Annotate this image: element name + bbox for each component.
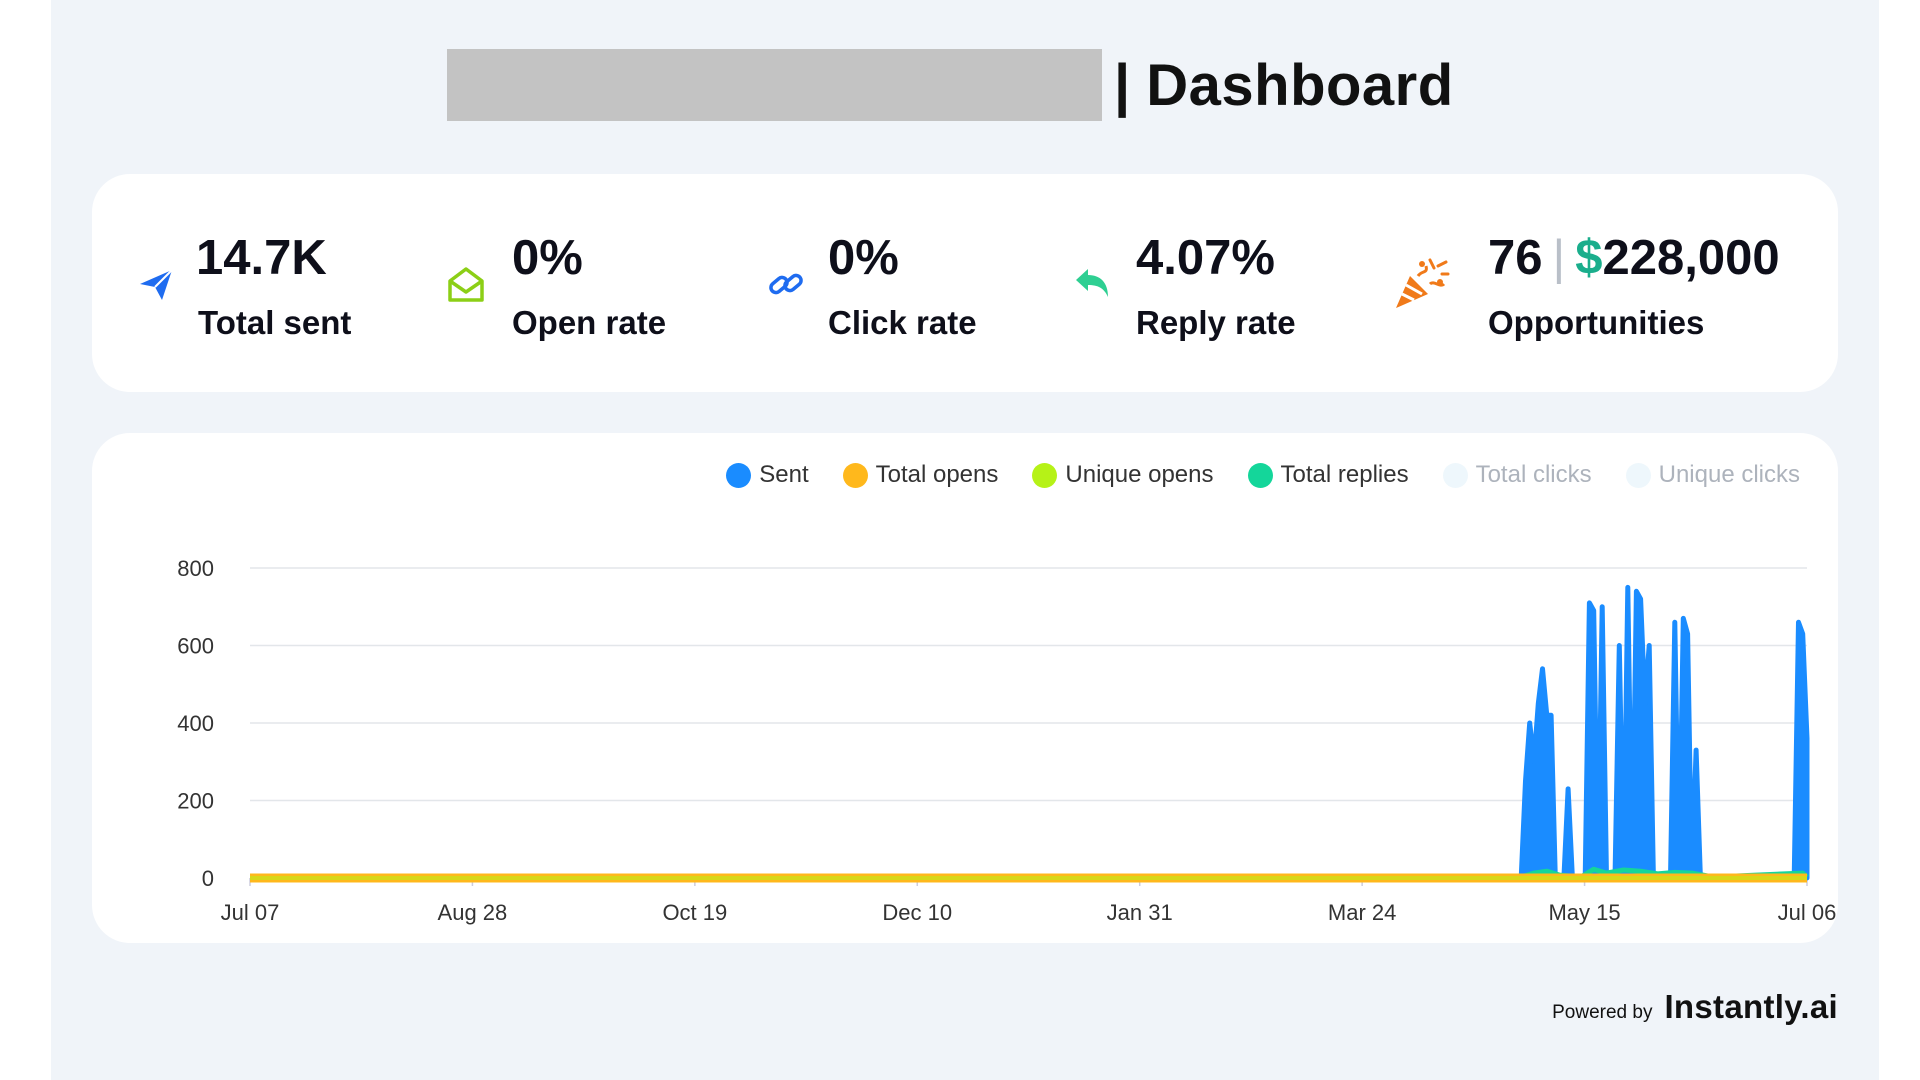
brand-logo-text[interactable]: Instantly.ai [1664,988,1838,1025]
legend-dot [1032,462,1058,488]
stat-value: 76 | $228,000 [1488,230,1780,286]
page-title: Dashboard [1146,52,1454,118]
chart-plot: 800 600 400 200 0 Jul 07 Aug 28 Oct 19 Dec 10 Jan… [177,556,1837,925]
party-popper-icon [1392,254,1450,312]
value-separator: | [1552,231,1566,285]
currency-symbol: $ [1575,231,1603,285]
link-icon [766,264,806,304]
y-tick-label: 600 [177,634,214,659]
title-separator: | [1114,52,1131,118]
stat-value: 4.07% [1136,231,1275,285]
legend-item-total-clicks[interactable]: Total clicks [1442,461,1592,489]
legend-dot [1625,462,1651,488]
legend-item-sent[interactable]: Sent [726,461,809,489]
legend-dot [726,462,752,488]
powered-by-label: Powered by [1552,1002,1653,1023]
page-header: | Dashboard [447,49,1454,121]
y-tick-label: 800 [177,556,214,581]
legend-item-total-opens[interactable]: Total opens [842,461,999,489]
dashboard-page: | Dashboard 14.7K Total sent 0% Open rat… [51,0,1879,1080]
legend-item-unique-opens[interactable]: Unique opens [1032,461,1214,489]
stat-label: Open rate [512,304,667,341]
stat-label: Total sent [198,304,352,341]
legend-label: Unique clicks [1658,461,1800,488]
stat-value: 14.7K [196,231,327,285]
opportunities-amount: 228,000 [1602,231,1780,285]
legend-label: Unique opens [1065,461,1214,488]
x-tick-label: May 15 [1548,900,1620,925]
stat-value: 0% [512,231,583,285]
y-tick-label: 400 [177,711,214,736]
x-tick-label: Aug 28 [438,900,508,925]
stat-label: Reply rate [1136,304,1296,341]
x-tick-label: Mar 24 [1328,900,1396,925]
x-tick-label: Dec 10 [882,900,952,925]
legend-label: Total clicks [1475,461,1592,488]
x-tick-label: Jan 31 [1107,900,1173,925]
legend-dot [1442,462,1468,488]
stat-label: Opportunities [1488,304,1705,341]
legend-item-unique-clicks[interactable]: Unique clicks [1625,461,1800,489]
powered-by: Powered by Instantly.ai [1552,988,1838,1026]
legend-label: Sent [759,461,809,488]
legend-label: Total replies [1280,461,1409,488]
legend-label: Total opens [875,461,999,488]
y-tick-label: 200 [177,789,214,814]
stats-card: 14.7K Total sent 0% Open rate 0% Click r… [92,174,1838,392]
x-tick-label: Jul 06 [1778,900,1837,925]
legend-dot [1247,462,1273,488]
legend-dot [842,462,868,488]
x-tick-label: Jul 07 [221,900,280,925]
x-tick-label: Oct 19 [662,900,727,925]
y-tick-label: 0 [202,866,214,891]
redacted-workspace-name [447,49,1102,121]
stat-label: Click rate [828,304,977,341]
legend-item-total-replies[interactable]: Total replies [1247,461,1409,489]
paper-plane-icon [136,264,176,304]
series-area-sent [1518,584,1810,881]
chart-card: Sent Total opens Unique opens Total repl… [92,433,1838,943]
reply-arrow-icon [1072,264,1112,304]
open-envelope-icon [446,264,486,304]
opportunities-count: 76 [1488,231,1543,285]
chart-legend: Sent Total opens Unique opens Total repl… [692,461,1800,489]
stat-value: 0% [828,231,899,285]
